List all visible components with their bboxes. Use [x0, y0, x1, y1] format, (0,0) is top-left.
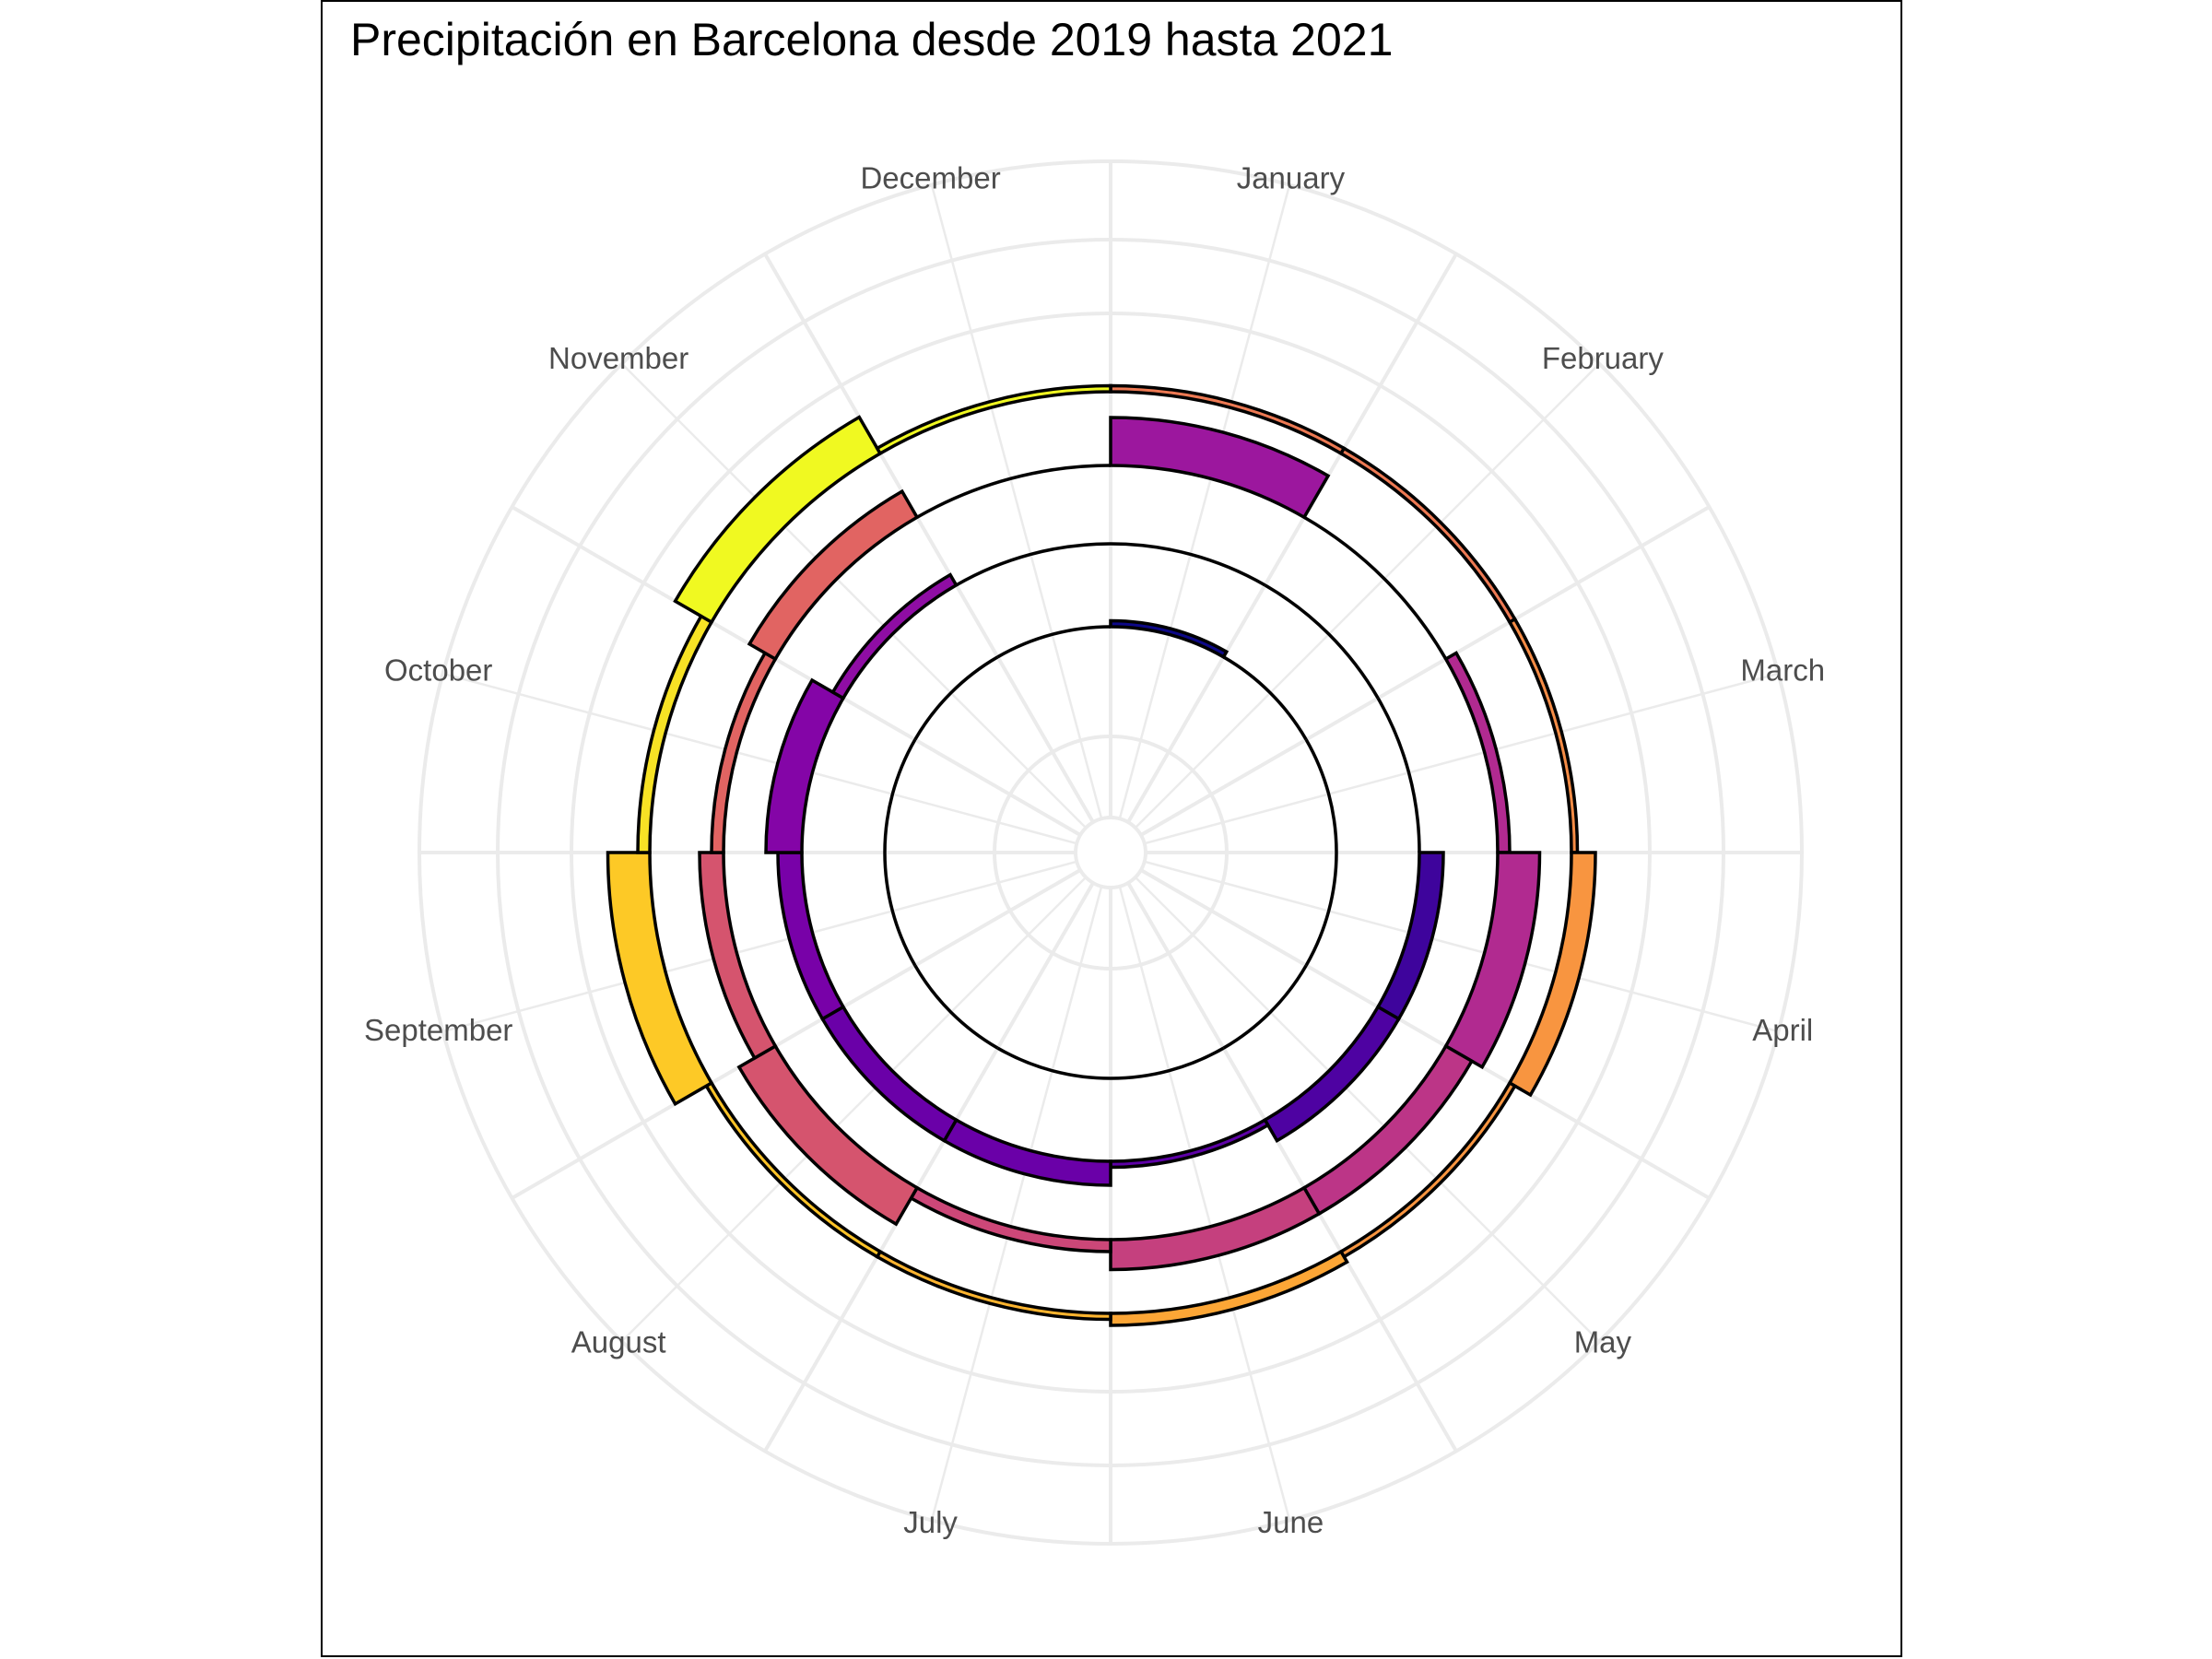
- bar-ring-1-april: [1304, 852, 1338, 967]
- bar-ring-3-november: [747, 488, 920, 662]
- bar-ring-2-july: [942, 1117, 1112, 1187]
- bar-ring-1-december: [996, 625, 1112, 659]
- bar-ring-1-january: [1109, 618, 1230, 660]
- bar-ring-2-september: [776, 851, 846, 1021]
- bar-ring-1-june: [1110, 1046, 1225, 1080]
- month-label-may: May: [1574, 1325, 1632, 1359]
- grid-spoke-major: [511, 868, 1082, 1200]
- grid-spoke-minor: [1144, 672, 1779, 845]
- bar-ring-1-may: [1222, 964, 1308, 1050]
- month-label-january: January: [1237, 160, 1346, 194]
- bar-ring-2-april: [1375, 851, 1445, 1021]
- grid-spoke-major: [763, 881, 1095, 1453]
- grid-spoke-minor: [1134, 876, 1601, 1343]
- bar-ring-2-february: [1264, 583, 1380, 700]
- month-label-september: September: [364, 1013, 512, 1047]
- bar-ring-3-march: [1443, 651, 1512, 854]
- bar-ring-1-february: [1222, 655, 1308, 741]
- bar-ring-2-december: [955, 542, 1112, 587]
- grid-spoke-minor: [1144, 860, 1779, 1033]
- grid-spoke-major: [511, 505, 1082, 837]
- bar-ring-1-august: [913, 964, 999, 1050]
- grid-spoke-major: [1139, 868, 1711, 1200]
- bar-ring-3-april: [1443, 851, 1542, 1070]
- bar-ring-2-may: [1263, 1005, 1402, 1144]
- bar-ring-1-november: [913, 655, 999, 741]
- month-label-august: August: [571, 1325, 666, 1359]
- bar-ring-4-october: [636, 614, 714, 854]
- bar-ring-2-march: [1376, 697, 1421, 853]
- bar-ring-3-july: [909, 1185, 1112, 1253]
- bar-ring-3-august: [736, 1043, 920, 1227]
- grid-spoke-minor: [442, 672, 1077, 845]
- bar-ring-3-february: [1303, 515, 1448, 660]
- grid-spoke-minor: [442, 860, 1077, 1033]
- month-labels: January February March April May June July Augu…: [364, 160, 1825, 1539]
- bar-ring-3-january: [1109, 416, 1331, 520]
- bar-ring-2-november: [830, 572, 959, 700]
- grid-spoke-major: [763, 253, 1095, 824]
- bar-ring-1-march: [1304, 738, 1338, 853]
- bar-ring-4-april: [1507, 851, 1597, 1098]
- grid-spoke-minor: [1118, 886, 1291, 1521]
- bar-ring-4-november: [673, 415, 883, 625]
- bar-ring-3-december: [916, 464, 1112, 519]
- month-label-february: February: [1542, 341, 1665, 375]
- bar-ring-4-december: [875, 383, 1112, 456]
- grid-spoke-minor: [930, 184, 1103, 819]
- bar-ring-2-october: [764, 677, 846, 854]
- month-label-october: October: [384, 653, 492, 687]
- bar-ring-1-september: [883, 852, 917, 967]
- bar-ring-4-september: [606, 851, 714, 1107]
- grid-spoke-minor: [1118, 184, 1291, 819]
- grid-spoke-minor: [1134, 362, 1601, 830]
- month-label-march: March: [1740, 653, 1825, 687]
- bars: [606, 383, 1597, 1327]
- month-label-november: November: [548, 341, 688, 375]
- chart-title: Precipitación en Barcelona desde 2019 ha…: [350, 14, 1394, 65]
- bar-ring-3-june: [1109, 1185, 1322, 1272]
- grid-spoke-minor: [930, 886, 1103, 1521]
- month-label-july: July: [903, 1505, 958, 1539]
- grid-circle: [1074, 816, 1147, 889]
- grid-spoke-minor: [620, 362, 1088, 830]
- grid-spoke-major: [1126, 253, 1458, 824]
- bar-ring-1-july: [996, 1046, 1112, 1080]
- month-label-december: December: [860, 160, 1000, 194]
- month-label-june: June: [1258, 1505, 1324, 1539]
- bar-ring-2-january: [1110, 542, 1266, 587]
- grid-spoke-major: [1139, 505, 1711, 837]
- month-label-april: April: [1752, 1013, 1813, 1047]
- grid-spoke-major: [1126, 881, 1458, 1453]
- bar-ring-3-september: [698, 851, 778, 1061]
- grid-spoke-minor: [620, 876, 1088, 1343]
- bar-ring-1-october: [883, 738, 917, 853]
- bar-ring-4-june: [1109, 1249, 1349, 1327]
